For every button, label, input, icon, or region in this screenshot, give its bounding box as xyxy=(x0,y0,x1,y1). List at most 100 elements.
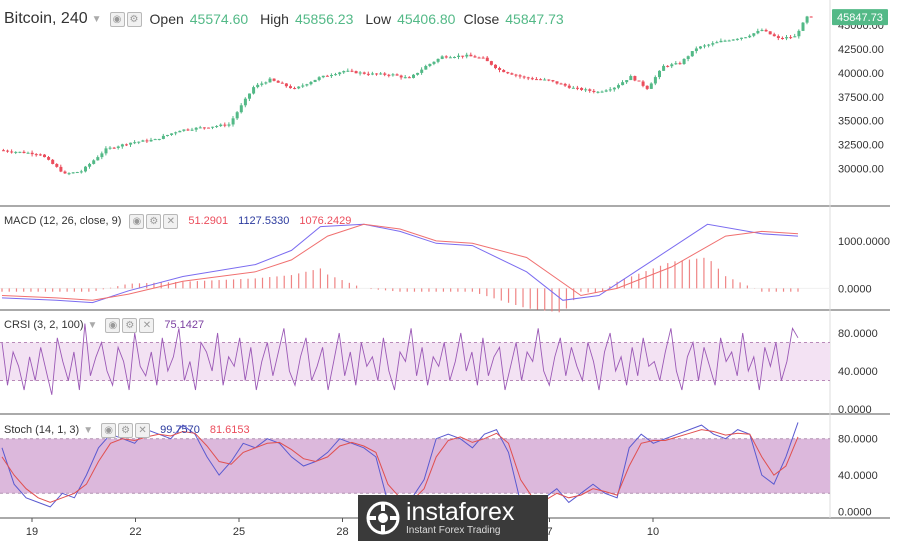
candle-body xyxy=(772,34,776,37)
candle-body xyxy=(227,124,231,126)
candle-body xyxy=(239,105,243,113)
candle-body xyxy=(604,90,608,92)
candle-body xyxy=(432,61,436,64)
instaforex-logo: instaforex Instant Forex Trading xyxy=(358,495,548,541)
close-icon[interactable]: ✕ xyxy=(135,422,151,438)
candle-body xyxy=(723,40,727,42)
candle-body xyxy=(297,86,301,89)
candle-body xyxy=(43,154,46,158)
candle-body xyxy=(760,29,764,31)
candle-body xyxy=(752,33,756,36)
candle-body xyxy=(514,74,518,76)
candle-body xyxy=(547,79,551,81)
chevron-down-icon[interactable]: ▼ xyxy=(83,424,94,436)
eye-icon[interactable]: ◉ xyxy=(109,11,125,27)
candle-body xyxy=(280,82,284,84)
candle-body xyxy=(313,79,317,82)
candle-body xyxy=(653,77,657,84)
candle-body xyxy=(756,30,760,34)
candle-body xyxy=(797,30,801,37)
candle-body xyxy=(588,89,592,91)
candle-body xyxy=(362,72,366,74)
candle-body xyxy=(34,154,38,156)
candle-body xyxy=(707,44,711,46)
candle-body xyxy=(108,147,112,149)
candle-body xyxy=(186,129,190,131)
eye-icon[interactable]: ◉ xyxy=(129,213,145,229)
candle-body xyxy=(157,138,161,140)
candle-body xyxy=(809,16,813,18)
candle-body xyxy=(543,79,547,81)
candle-body xyxy=(690,51,694,57)
candle-body xyxy=(338,72,342,75)
macd-hist-value: 51.2901 xyxy=(188,215,229,227)
chevron-down-icon[interactable]: ▼ xyxy=(87,319,98,331)
candle-body xyxy=(243,98,247,106)
candle-body xyxy=(731,39,735,41)
candle-body xyxy=(789,37,793,39)
candle-body xyxy=(92,160,96,164)
candle-body xyxy=(264,82,268,84)
candle-body xyxy=(621,82,625,86)
y-tick-label: 40000.00 xyxy=(838,68,884,80)
x-tick-label: 28 xyxy=(336,526,348,538)
candle-body xyxy=(350,70,354,72)
gear-icon[interactable]: ⚙ xyxy=(118,422,134,438)
candle-body xyxy=(219,124,223,127)
candle-body xyxy=(502,69,506,73)
candle-body xyxy=(321,75,325,78)
chevron-down-icon[interactable]: ▼ xyxy=(91,13,102,25)
crsi-title: CRSI (3, 2, 100) xyxy=(4,319,84,331)
candle-body xyxy=(703,45,707,47)
candle-body xyxy=(51,159,55,164)
y-tick-label: 1000.0000 xyxy=(838,236,890,248)
candle-body xyxy=(182,129,186,131)
candle-body xyxy=(580,87,584,90)
close-icon[interactable]: ✕ xyxy=(163,213,179,229)
candle-body xyxy=(641,81,645,86)
candle-body xyxy=(625,80,629,83)
gear-icon[interactable]: ⚙ xyxy=(122,317,138,333)
candle-body xyxy=(465,54,469,57)
candle-body xyxy=(686,56,690,59)
candle-body xyxy=(461,55,465,57)
candle-body xyxy=(403,77,407,79)
candle-body xyxy=(608,89,612,91)
candle-body xyxy=(596,91,600,93)
candle-body xyxy=(539,79,543,81)
candle-body xyxy=(518,75,522,77)
candle-body xyxy=(178,130,182,133)
eye-icon[interactable]: ◉ xyxy=(101,422,117,438)
candle-body xyxy=(55,163,59,167)
candle-body xyxy=(535,79,538,81)
candle-body xyxy=(202,127,206,129)
stoch-band xyxy=(0,438,830,494)
candle-body xyxy=(448,57,452,59)
candle-body xyxy=(407,77,411,79)
candle-body xyxy=(498,68,502,70)
candle-body xyxy=(481,57,485,59)
eye-icon[interactable]: ◉ xyxy=(105,317,121,333)
gear-icon[interactable]: ⚙ xyxy=(126,11,142,27)
candle-body xyxy=(75,172,79,174)
candle-body xyxy=(477,57,481,59)
close-icon[interactable]: ✕ xyxy=(139,317,155,333)
candle-body xyxy=(592,90,596,92)
y-tick-label: 80.0000 xyxy=(838,434,878,446)
y-tick-label: 42500.00 xyxy=(838,44,884,56)
y-tick-label: 32500.00 xyxy=(838,140,884,152)
candle-body xyxy=(100,153,104,158)
macd-histogram xyxy=(1,257,799,313)
gear-icon[interactable]: ⚙ xyxy=(146,213,162,229)
candle-body xyxy=(334,74,338,76)
x-tick-label: 7 xyxy=(546,526,552,538)
candle-body xyxy=(399,75,403,78)
candle-body xyxy=(371,73,374,75)
candle-body xyxy=(38,154,42,156)
logo-tagline: Instant Forex Trading xyxy=(406,525,501,536)
y-tick-label: 0.0000 xyxy=(838,404,872,416)
candle-body xyxy=(354,71,358,74)
candle-body xyxy=(645,85,649,89)
candle-body xyxy=(781,37,784,39)
